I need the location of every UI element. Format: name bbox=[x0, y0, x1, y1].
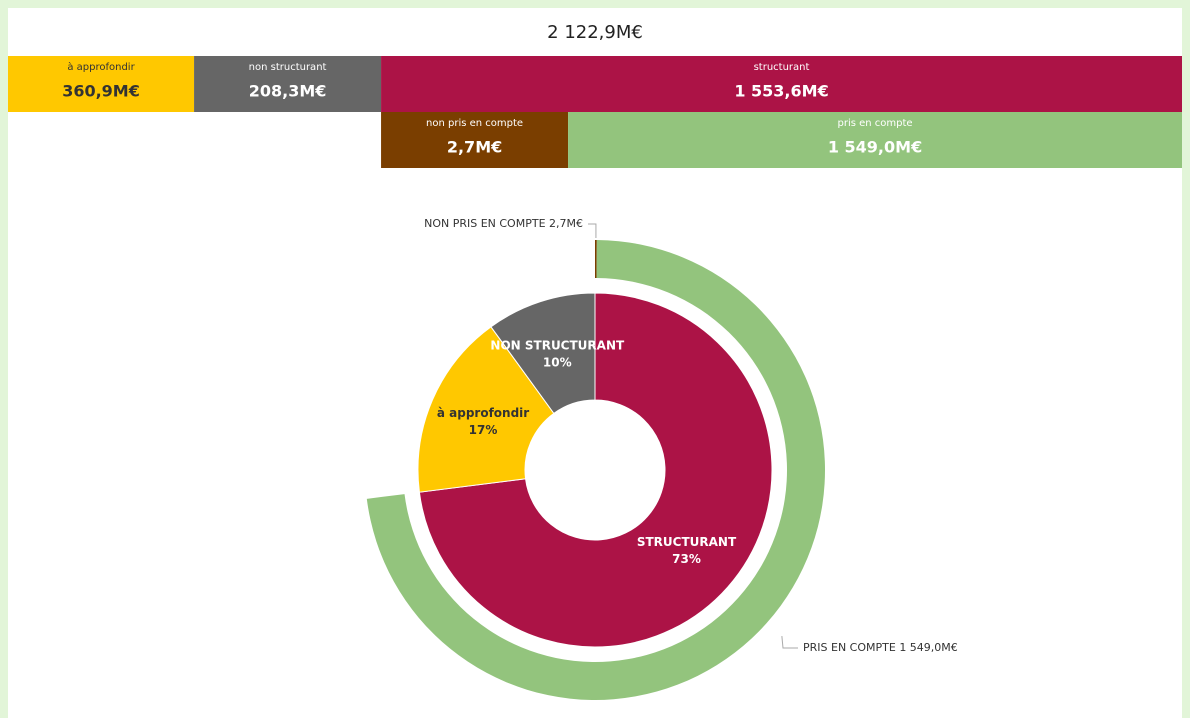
block-value: 2,7M€ bbox=[447, 138, 502, 157]
inner-segment bbox=[417, 326, 555, 493]
block-label: non structurant bbox=[249, 62, 327, 73]
block-label: non pris en compte bbox=[426, 118, 523, 129]
inner-percent: 73% bbox=[672, 552, 701, 566]
block-label: pris en compte bbox=[837, 118, 912, 129]
inner-label: NON STRUCTURANT bbox=[490, 338, 625, 352]
inner-label: à approfondir bbox=[437, 406, 529, 420]
block-value: 208,3M€ bbox=[249, 82, 327, 101]
block bbox=[194, 56, 382, 112]
outer-label-name: NON PRIS EN COMPTE bbox=[424, 217, 545, 230]
inner-segment bbox=[418, 292, 773, 648]
leader-line bbox=[781, 636, 798, 649]
block-value: 1 549,0M€ bbox=[828, 138, 922, 157]
leader-line bbox=[588, 223, 597, 239]
block bbox=[381, 56, 1183, 112]
inner-percent: 10% bbox=[543, 355, 572, 369]
block-label: structurant bbox=[754, 62, 810, 73]
inner-segment bbox=[490, 292, 596, 415]
outer-label: NON PRIS EN COMPTE 2,7M€ bbox=[424, 217, 583, 230]
outer-label-value: 2,7M€ bbox=[549, 217, 583, 230]
inner-percent: 17% bbox=[469, 423, 498, 437]
block-label: à approfondir bbox=[67, 61, 135, 73]
inner-label: STRUCTURANT bbox=[637, 535, 737, 549]
block bbox=[8, 56, 195, 112]
outer-label-value: 1 549,0M€ bbox=[899, 641, 957, 654]
outer-segment bbox=[595, 240, 597, 279]
outer-label: PRIS EN COMPTE 1 549,0M€ bbox=[803, 641, 958, 654]
block-value: 1 553,6M€ bbox=[734, 82, 828, 101]
block-value: 360,9M€ bbox=[62, 82, 140, 101]
outer-label-name: PRIS EN COMPTE bbox=[803, 641, 896, 654]
block bbox=[568, 112, 1182, 168]
total-title: 2 122,9M€ bbox=[547, 22, 643, 43]
block bbox=[381, 112, 569, 168]
